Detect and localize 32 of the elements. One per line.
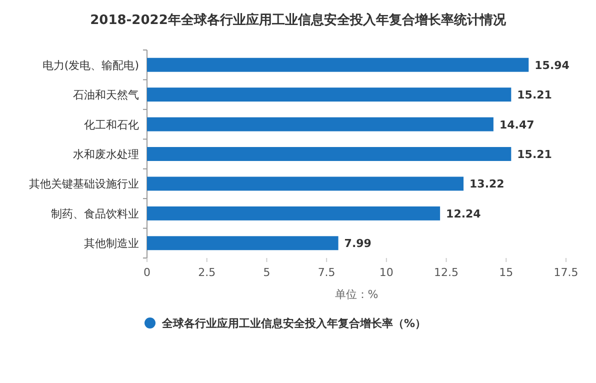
data-label: 13.22 [470, 178, 504, 191]
bar [147, 147, 512, 161]
data-label: 12.24 [446, 207, 482, 220]
y-tick-label: 其他关键基础设施行业 [29, 178, 139, 191]
y-tick-label: 其他制造业 [84, 237, 139, 250]
y-tick-label: 电力(发电、输配电) [42, 58, 139, 72]
y-tick-label: 水和废水处理 [73, 148, 139, 161]
chart-title: 2018-2022年全球各行业应用工业信息安全投入年复合增长率统计情况 [90, 12, 507, 28]
x-tick-label: 0 [144, 266, 150, 279]
bar [147, 206, 440, 220]
data-label: 15.94 [534, 58, 570, 72]
data-label: 15.21 [517, 88, 552, 102]
y-tick-label: 制药、食品饮料业 [51, 207, 139, 220]
bar [147, 58, 529, 72]
x-tick-label: 10 [379, 266, 394, 279]
data-label: 15.21 [517, 148, 552, 161]
bar [147, 117, 494, 132]
x-axis-title: 单位：% [334, 288, 378, 301]
bar [147, 88, 512, 102]
data-label: 7.99 [344, 237, 372, 250]
x-tick-label: 17.5 [554, 266, 578, 279]
x-tick-label: 5 [263, 266, 270, 279]
bar [147, 236, 338, 250]
y-tick-label: 石油和天然气 [73, 88, 139, 102]
y-tick-label: 化工和石化 [84, 118, 139, 132]
x-tick-label: 15 [499, 266, 514, 279]
x-tick-label: 7.5 [318, 266, 336, 279]
bar [147, 176, 464, 191]
data-label: 14.47 [499, 118, 534, 132]
legend-label: 全球各行业应用工业信息安全投入年复合增长率（%） [161, 317, 426, 330]
x-tick-label: 2.5 [198, 266, 216, 279]
x-tick-label: 12.5 [434, 266, 459, 279]
